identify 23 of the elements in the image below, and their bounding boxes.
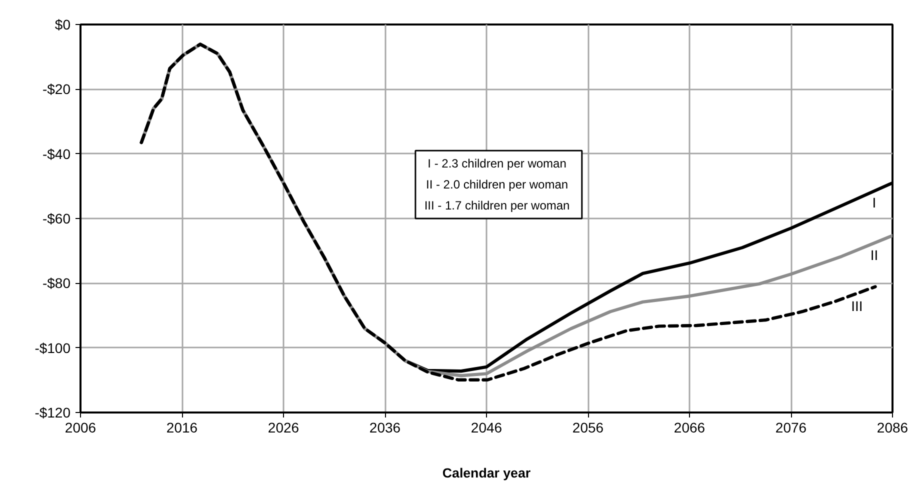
annotation: I - 2.3 children per woman (428, 156, 566, 171)
y-tick-label: -$20 (42, 81, 71, 98)
series-label: I (872, 194, 876, 210)
annotation: II - 2.0 children per woman (426, 178, 568, 192)
x-tick-label: 2036 (369, 420, 401, 436)
y-tick-label: $0 (54, 16, 71, 32)
y-tick-label: -$40 (42, 146, 71, 162)
y-tick-label: -$80 (42, 275, 71, 292)
y-tick-label: -$120 (34, 404, 71, 420)
x-tick-label: 2066 (674, 420, 706, 436)
x-tick-label: 2046 (470, 420, 502, 436)
x-tick-label: 2056 (572, 420, 604, 436)
x-tick-label: 2016 (166, 420, 198, 436)
series-label: III (851, 298, 863, 314)
y-tick-label: -$100 (34, 340, 71, 356)
x-tick-label: 2006 (64, 420, 96, 436)
x-tick-label: 2076 (775, 420, 807, 436)
series-label: II (870, 247, 878, 264)
x-axis-title: Calendar year (442, 466, 531, 480)
x-tick-label: 2026 (268, 420, 300, 436)
x-tick-label: 2086 (876, 420, 908, 436)
annotation: III - 1.7 children per woman (424, 198, 570, 213)
y-tick-label: -$60 (42, 210, 71, 226)
